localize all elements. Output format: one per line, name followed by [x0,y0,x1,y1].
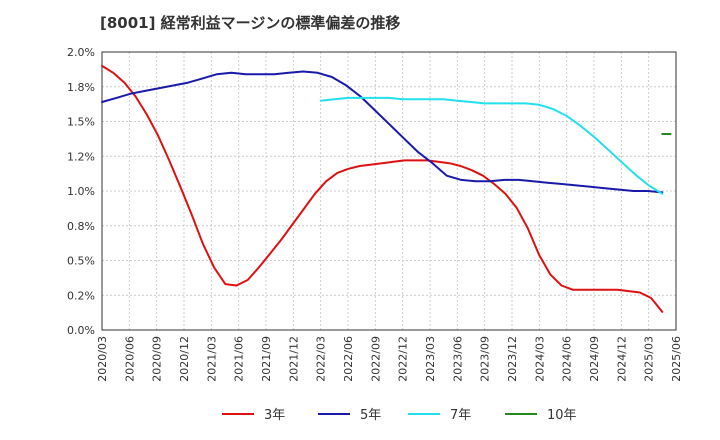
x-tick-label: 2024/03 [533,336,546,382]
legend-label: 5年 [360,408,381,423]
y-tick-label: 1.2% [67,150,95,163]
x-tick-label: 2020/12 [178,336,191,382]
x-tick-label: 2021/03 [205,336,218,382]
legend-label: 10年 [547,408,577,423]
x-tick-label: 2020/09 [151,336,164,382]
x-tick-label: 2021/09 [260,336,273,382]
x-tick-label: 2023/09 [479,336,492,382]
x-tick-label: 2024/12 [615,336,628,382]
x-tick-label: 2024/06 [561,336,574,382]
y-axis-ticks: 0.0% 0.2% 0.5% 0.8% 1.0% 1.2% 1.5% 1.8% 2.0% [67,46,95,337]
gridlines [101,51,677,331]
x-tick-label: 2023/12 [506,336,519,382]
y-tick-label: 2.0% [67,46,95,59]
x-tick-label: 2020/03 [96,336,109,382]
plot-frame [101,51,677,331]
y-tick-label: 1.5% [67,116,95,129]
series-line-1 [101,64,664,313]
series-line-3 [319,96,664,195]
x-tick-label: 2023/03 [424,336,437,382]
y-tick-label: 0.2% [67,289,95,302]
chart-title: [8001] 経常利益マージンの標準偏差の推移 [100,14,401,32]
x-tick-label: 2020/06 [123,336,136,382]
y-tick-label: 0.0% [67,324,95,337]
series-line-2 [101,70,664,194]
x-tick-label: 2021/06 [233,336,246,382]
y-tick-label: 1.0% [67,185,95,198]
x-tick-label: 2022/06 [342,336,355,382]
x-axis-ticks: 2020/03 2020/06 2020/09 2020/12 2021/03 2021/… [96,336,683,382]
y-tick-label: 0.8% [67,220,95,233]
y-tick-label: 1.8% [67,81,95,94]
legend: 3年 5年 7年 10年 [222,408,577,423]
series-lines [101,64,672,313]
x-tick-label: 2021/12 [287,336,300,382]
x-tick-label: 2022/09 [369,336,382,382]
x-tick-label: 2023/06 [451,336,464,382]
x-tick-label: 2025/06 [670,336,683,382]
x-tick-label: 2022/03 [315,336,328,382]
x-tick-label: 2024/09 [588,336,601,382]
legend-label: 7年 [450,408,471,423]
y-tick-label: 0.5% [67,255,95,268]
x-tick-label: 2025/03 [643,336,656,382]
x-tick-label: 2022/12 [397,336,410,382]
legend-label: 3年 [264,408,285,423]
